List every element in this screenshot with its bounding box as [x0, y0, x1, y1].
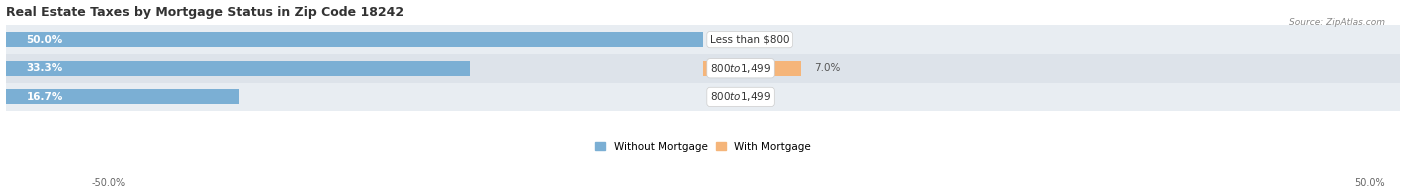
Bar: [6, 61, 470, 76]
Text: 0.0%: 0.0%: [717, 92, 744, 102]
Bar: [6, 83, 1400, 111]
Text: $800 to $1,499: $800 to $1,499: [710, 62, 770, 75]
Bar: [6, 32, 703, 47]
Text: 0.0%: 0.0%: [717, 35, 744, 45]
Text: 16.7%: 16.7%: [27, 92, 63, 102]
Bar: [6, 89, 239, 104]
Text: Source: ZipAtlas.com: Source: ZipAtlas.com: [1289, 18, 1385, 27]
Text: $800 to $1,499: $800 to $1,499: [710, 90, 770, 103]
Text: Real Estate Taxes by Mortgage Status in Zip Code 18242: Real Estate Taxes by Mortgage Status in …: [6, 5, 404, 19]
Legend: Without Mortgage, With Mortgage: Without Mortgage, With Mortgage: [591, 138, 815, 156]
Bar: [703, 61, 800, 76]
Text: Less than $800: Less than $800: [710, 35, 790, 45]
Text: -50.0%: -50.0%: [91, 178, 125, 188]
Text: 50.0%: 50.0%: [27, 35, 63, 45]
Text: 7.0%: 7.0%: [814, 63, 841, 73]
Bar: [6, 54, 1400, 83]
Text: 33.3%: 33.3%: [27, 63, 63, 73]
Bar: [6, 25, 1400, 54]
Text: 50.0%: 50.0%: [1354, 178, 1385, 188]
